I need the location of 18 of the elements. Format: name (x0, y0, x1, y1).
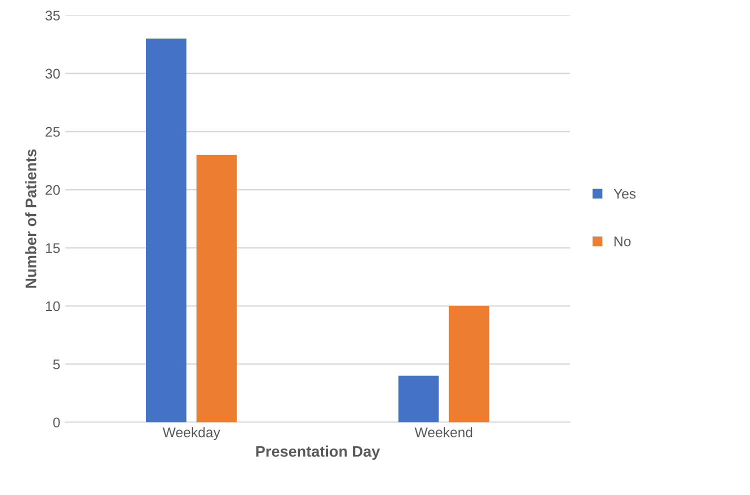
legend-label: No (614, 236, 631, 246)
y-tick-label: 20 (46, 185, 60, 195)
y-axis-title: Number of Patients (25, 149, 36, 288)
y-tick-label: 30 (45, 68, 60, 79)
y-tick-label: 25 (46, 126, 60, 137)
bar (196, 154, 237, 422)
y-tick-label: 15 (46, 243, 60, 254)
x-tick-label: Weekday (162, 427, 220, 440)
bar (398, 376, 439, 422)
x-tick-label: Weekend (414, 427, 472, 438)
bar (146, 38, 186, 422)
x-axis-title: Presentation Day (256, 446, 380, 460)
legend-label: Yes (614, 188, 636, 199)
y-tick-label: 0 (53, 418, 60, 428)
y-tick-label: 10 (46, 301, 60, 312)
y-tick-label: 35 (45, 10, 60, 21)
y-tick-label: 5 (53, 360, 60, 370)
bar (448, 306, 490, 422)
